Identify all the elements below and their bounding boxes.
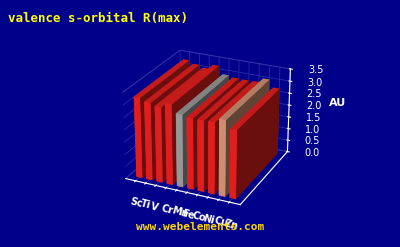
Text: valence s-orbital R(max): valence s-orbital R(max) (8, 12, 188, 25)
Text: www.webelements.com: www.webelements.com (136, 222, 264, 232)
